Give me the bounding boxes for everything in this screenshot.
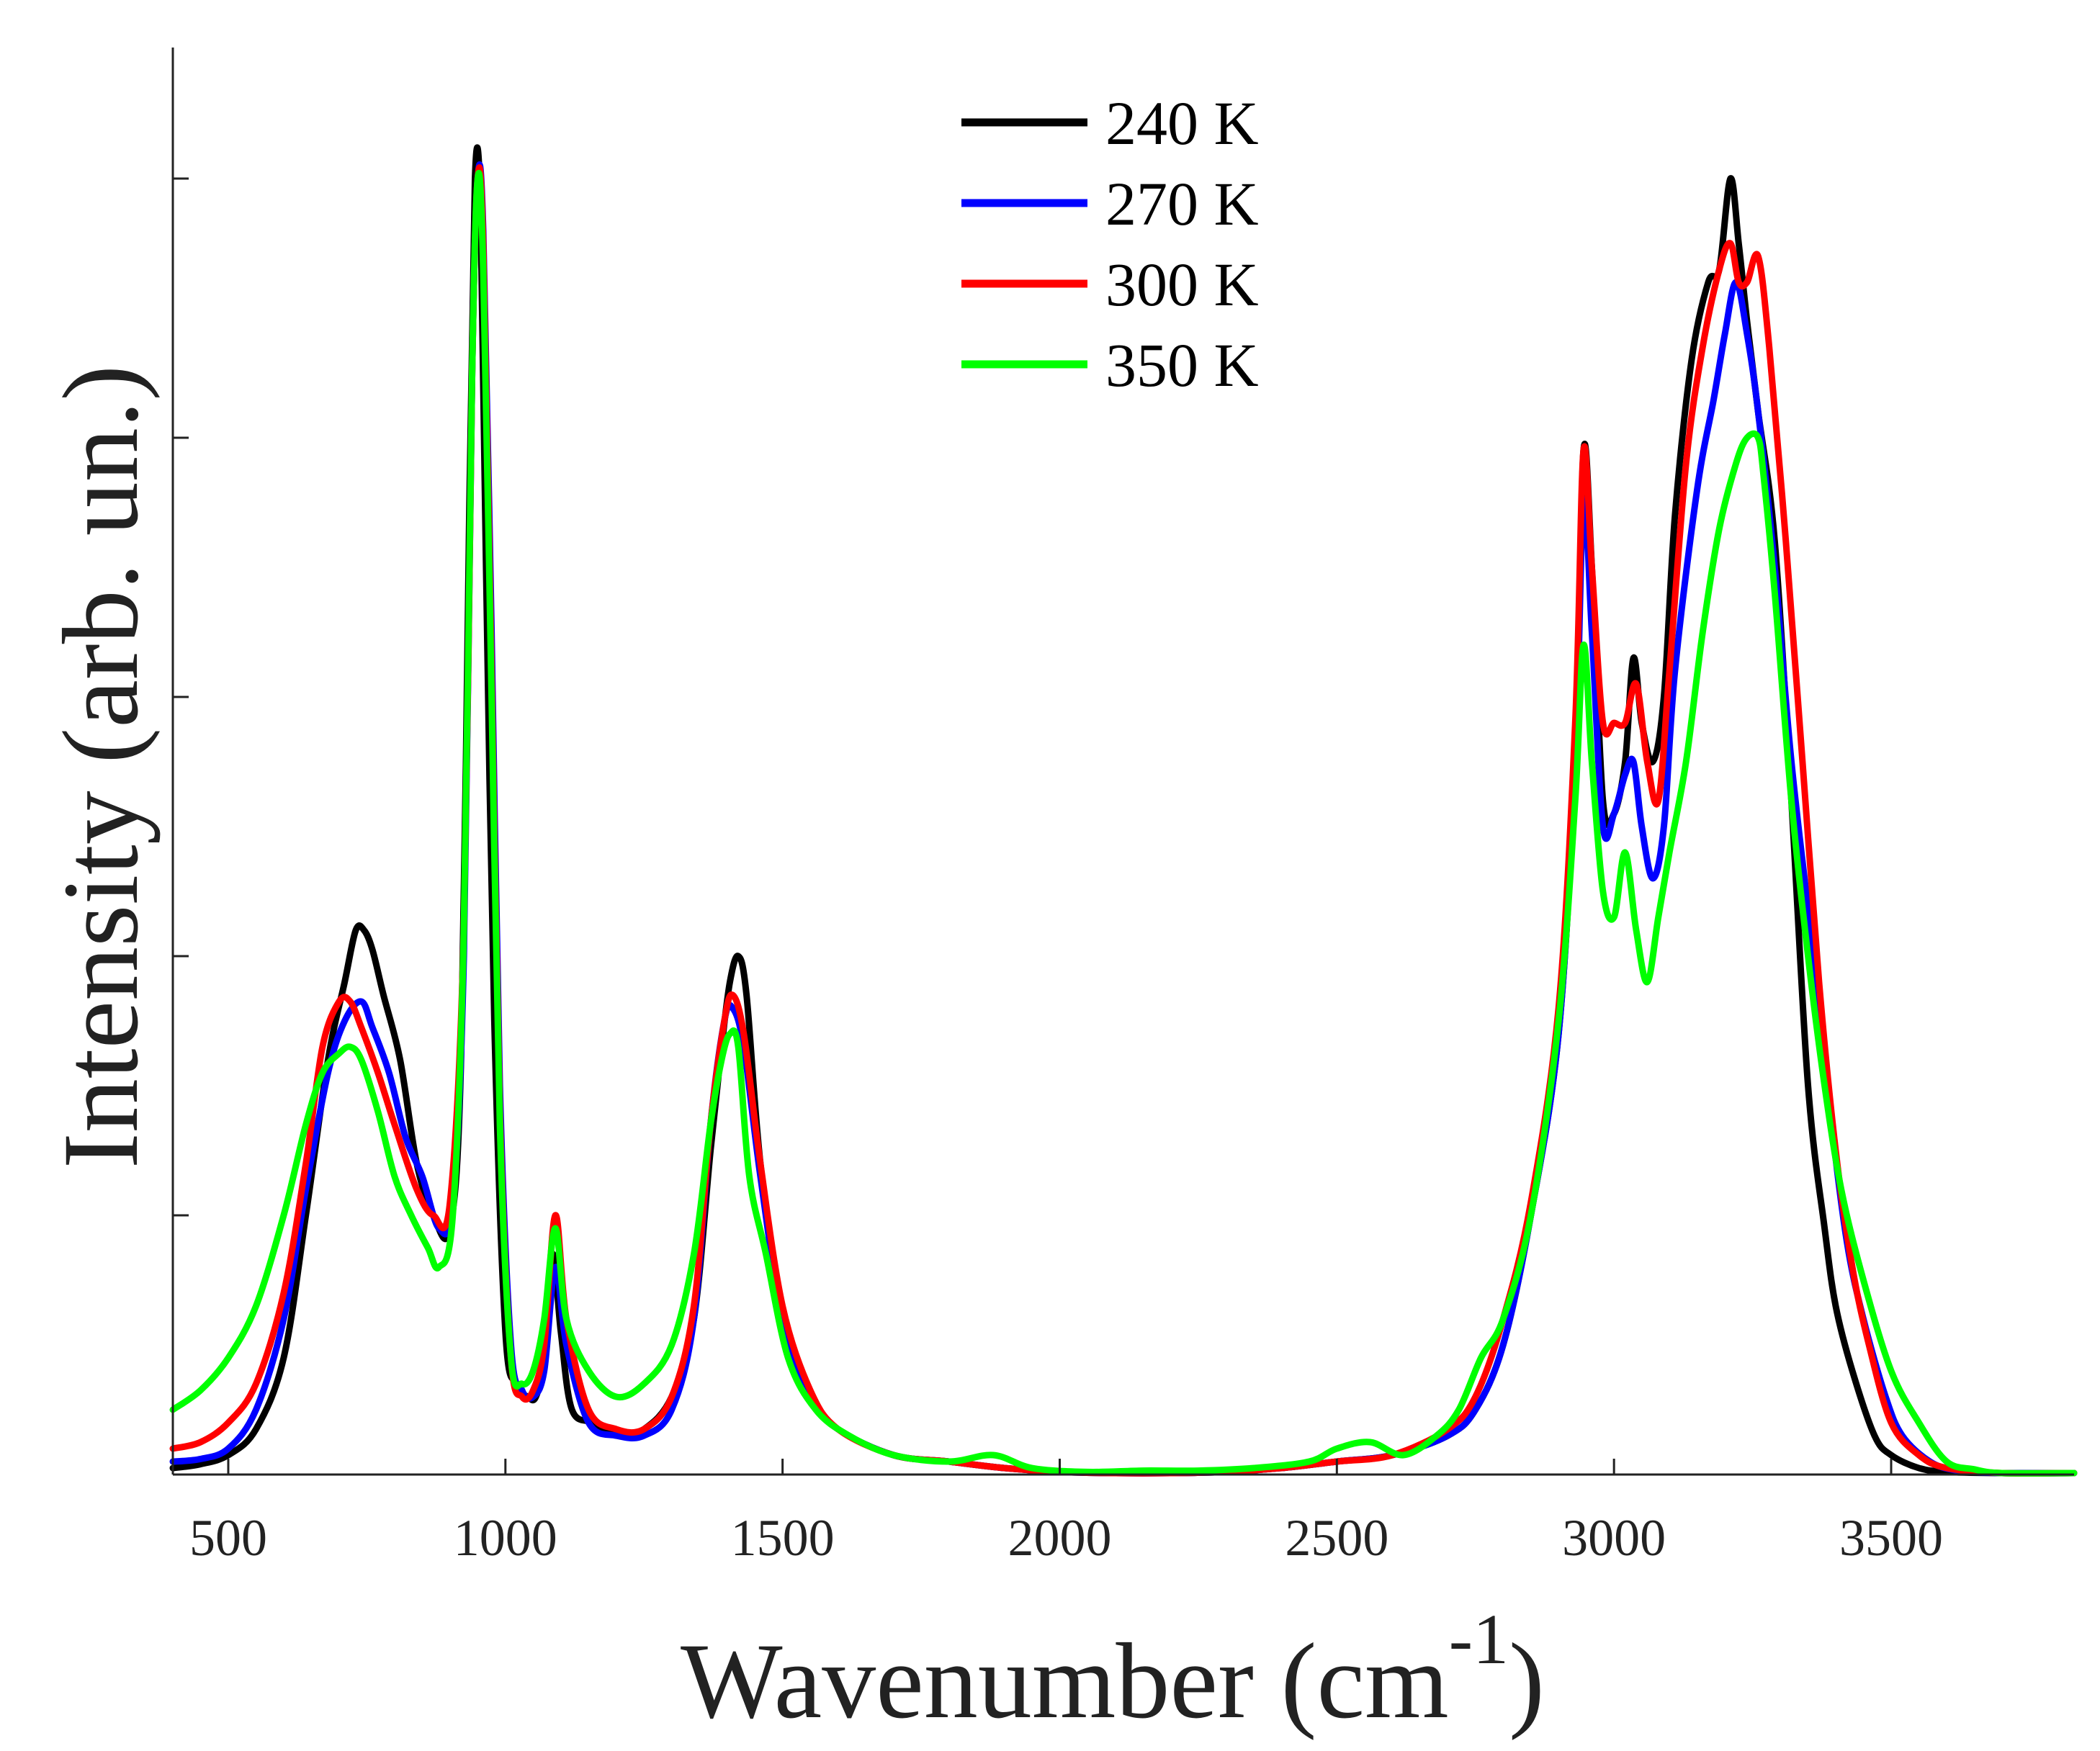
y-ticks — [173, 177, 189, 1217]
x-ticks: 500 1000 1500 2000 2500 3000 3500 — [189, 1459, 1943, 1567]
legend: 240 K 270 K 300 K 350 K — [961, 89, 1259, 400]
series-lines — [169, 144, 2078, 1477]
x-axis-title: Wavenumber (cm-1) — [681, 1599, 1545, 1741]
legend-label-270-k: 270 K — [1105, 169, 1259, 238]
x-axis-title-superscript: -1 — [1449, 1599, 1509, 1679]
x-tick-label: 1500 — [731, 1509, 835, 1567]
y-axis-title: Intensity (arb. un.) — [41, 365, 161, 1169]
x-axis-title-close: ) — [1509, 1621, 1545, 1741]
series-line-350-k — [169, 169, 2078, 1477]
x-tick-label: 500 — [189, 1509, 267, 1567]
x-tick-label: 2500 — [1285, 1509, 1388, 1567]
x-tick-label: 2000 — [1008, 1509, 1111, 1567]
legend-label-350-k: 350 K — [1105, 330, 1259, 400]
x-tick-label: 1000 — [454, 1509, 557, 1567]
x-tick-label: 3500 — [1839, 1509, 1943, 1567]
legend-label-240-k: 240 K — [1105, 89, 1259, 158]
legend-label-300-k: 300 K — [1105, 250, 1259, 319]
x-axis-title-main: Wavenumber (cm — [681, 1621, 1449, 1741]
x-tick-label: 3000 — [1562, 1509, 1666, 1567]
